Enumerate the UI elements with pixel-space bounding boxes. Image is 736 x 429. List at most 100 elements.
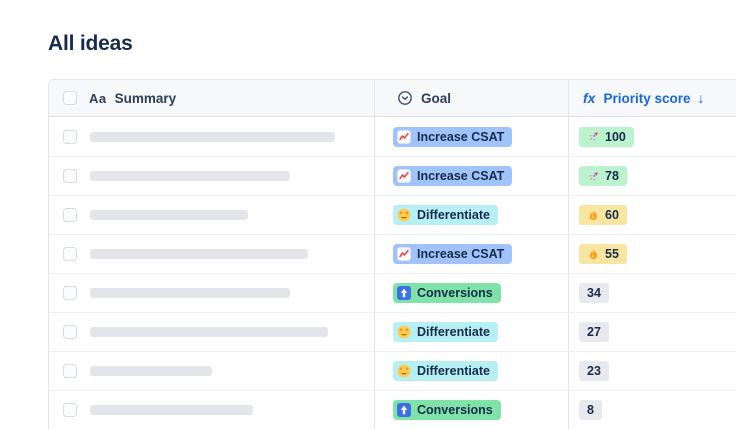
goal-cell[interactable]: Conversions [375, 391, 569, 429]
summary-cell[interactable] [49, 157, 375, 195]
summary-cell[interactable] [49, 235, 375, 273]
arrow-up-icon [397, 403, 411, 417]
goal-cell[interactable]: Increase CSAT [375, 235, 569, 273]
summary-placeholder-bar [90, 327, 328, 337]
column-header-goal[interactable]: Goal [375, 80, 569, 116]
priority-score-badge[interactable]: 23 [579, 361, 609, 381]
column-label-summary: Summary [114, 90, 177, 106]
goal-badge[interactable]: Increase CSAT [393, 244, 513, 264]
summary-placeholder-bar [90, 405, 253, 415]
table-row[interactable]: Conversions 34 [49, 273, 736, 312]
priority-score-badge[interactable]: 55 [579, 244, 627, 264]
row-checkbox[interactable] [63, 129, 77, 144]
priority-score-cell[interactable]: 27 [569, 313, 736, 351]
fire-icon [587, 248, 600, 261]
column-header-summary[interactable]: Aa Summary [49, 80, 375, 116]
priority-score-cell[interactable]: 23 [569, 352, 736, 390]
column-label-priority-score: Priority score [603, 90, 691, 106]
priority-score-badge[interactable]: 27 [579, 322, 609, 342]
goal-badge-label: Conversions [417, 403, 493, 417]
priority-score-cell[interactable]: 8 [569, 391, 736, 429]
goal-badge[interactable]: Differentiate [393, 322, 498, 342]
star-struck-icon [397, 364, 411, 378]
rocket-icon [587, 170, 600, 183]
summary-cell[interactable] [49, 196, 375, 234]
priority-score-value: 27 [587, 325, 601, 339]
goal-badge-label: Increase CSAT [417, 169, 505, 183]
goal-badge[interactable]: Conversions [393, 400, 501, 420]
page-title: All ideas [48, 32, 133, 55]
summary-cell[interactable] [49, 274, 375, 312]
priority-score-value: 8 [587, 403, 594, 417]
goal-badge-label: Increase CSAT [417, 129, 505, 144]
summary-placeholder-bar [90, 366, 212, 376]
table-row[interactable]: Conversions 8 [49, 390, 736, 429]
priority-score-value: 34 [587, 286, 601, 300]
ideas-table: Aa Summary Goal fx Priority score ↓ Incr… [48, 79, 736, 429]
chart-increasing-icon [397, 129, 411, 144]
goal-cell[interactable]: Increase CSAT [375, 157, 569, 195]
goal-badge-label: Differentiate [417, 325, 490, 339]
priority-score-value: 23 [587, 364, 601, 378]
priority-score-cell[interactable]: 60 [569, 196, 736, 234]
row-checkbox[interactable] [63, 364, 77, 378]
goal-badge[interactable]: Increase CSAT [393, 166, 513, 186]
priority-score-cell[interactable]: 78 [569, 157, 736, 195]
text-field-icon: Aa [89, 90, 107, 106]
goal-cell[interactable]: Increase CSAT [375, 117, 569, 156]
priority-score-cell[interactable]: 34 [569, 274, 736, 312]
goal-badge[interactable]: Differentiate [393, 361, 498, 381]
priority-score-value: 55 [605, 247, 619, 261]
summary-cell[interactable] [49, 391, 375, 429]
summary-placeholder-bar [90, 288, 290, 298]
row-checkbox[interactable] [63, 169, 77, 183]
priority-score-cell[interactable]: 100 [569, 117, 736, 156]
goal-badge[interactable]: Increase CSAT [393, 126, 513, 147]
table-row[interactable]: Differentiate 27 [49, 312, 736, 351]
select-all-checkbox[interactable] [63, 91, 77, 105]
summary-placeholder-bar [90, 171, 290, 181]
table-row[interactable]: Increase CSAT 100 [49, 117, 736, 156]
priority-score-badge[interactable]: 8 [579, 400, 602, 420]
priority-score-value: 60 [605, 208, 619, 222]
row-checkbox[interactable] [63, 247, 77, 261]
table-row[interactable]: Increase CSAT 78 [49, 156, 736, 195]
priority-score-badge[interactable]: 34 [579, 283, 609, 303]
row-checkbox[interactable] [63, 325, 77, 339]
goal-badge[interactable]: Conversions [393, 283, 501, 303]
select-field-icon [397, 90, 413, 106]
arrow-up-icon [397, 286, 411, 300]
goal-badge[interactable]: Differentiate [393, 205, 498, 225]
table-row[interactable]: Increase CSAT 55 [49, 234, 736, 273]
summary-cell[interactable] [49, 352, 375, 390]
chart-increasing-icon [397, 169, 411, 183]
goal-badge-label: Increase CSAT [417, 247, 505, 261]
priority-score-badge[interactable]: 100 [579, 126, 634, 147]
summary-placeholder-bar [90, 131, 335, 142]
priority-score-cell[interactable]: 55 [569, 235, 736, 273]
goal-cell[interactable]: Differentiate [375, 352, 569, 390]
row-checkbox[interactable] [63, 208, 77, 222]
column-label-goal: Goal [421, 90, 452, 106]
goal-cell[interactable]: Conversions [375, 274, 569, 312]
table-row[interactable]: Differentiate 60 [49, 195, 736, 234]
priority-score-badge[interactable]: 78 [579, 166, 627, 186]
fire-icon [587, 209, 600, 222]
star-struck-icon [397, 208, 411, 222]
priority-score-badge[interactable]: 60 [579, 205, 627, 225]
column-header-priority-score[interactable]: fx Priority score ↓ [569, 80, 736, 116]
row-checkbox[interactable] [63, 286, 77, 300]
goal-cell[interactable]: Differentiate [375, 196, 569, 234]
table-body: Increase CSAT 100 Increase CSAT 78 Different… [49, 117, 736, 429]
summary-cell[interactable] [49, 313, 375, 351]
goal-badge-label: Differentiate [417, 364, 490, 378]
formula-icon: fx [583, 90, 596, 106]
sort-descending-icon[interactable]: ↓ [697, 90, 705, 106]
priority-score-value: 78 [605, 169, 619, 183]
row-checkbox[interactable] [63, 403, 77, 417]
summary-cell[interactable] [49, 117, 375, 156]
goal-cell[interactable]: Differentiate [375, 313, 569, 351]
goal-badge-label: Conversions [417, 286, 493, 300]
table-row[interactable]: Differentiate 23 [49, 351, 736, 390]
